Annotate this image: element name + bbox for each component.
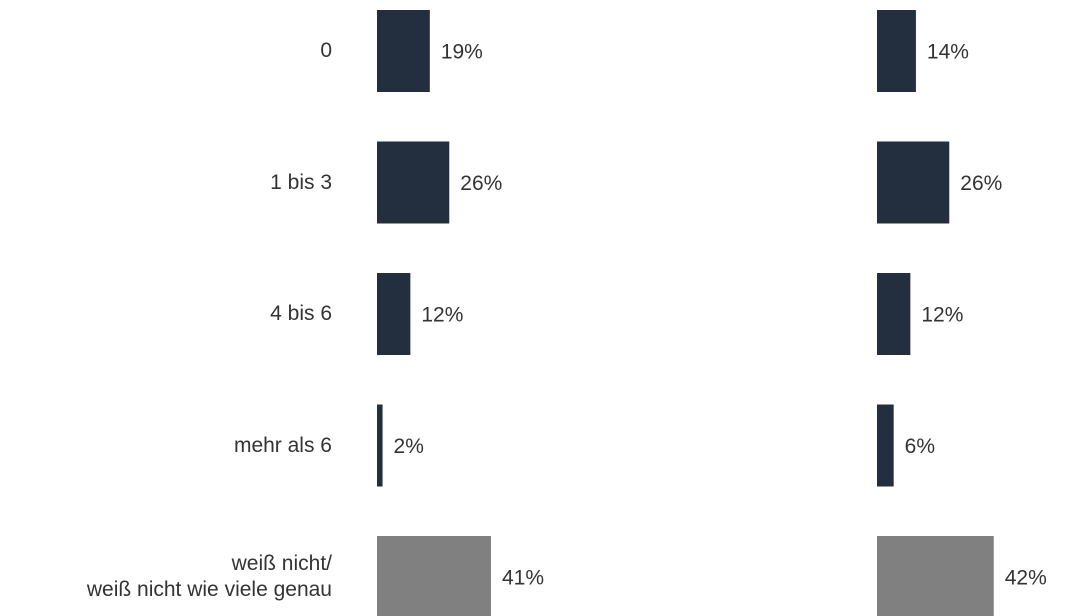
- bar: [377, 141, 450, 224]
- value-label: 6%: [905, 435, 935, 458]
- bar: [377, 273, 411, 355]
- category-label: weiß nicht/ weiß nicht wie viele genau: [86, 552, 332, 601]
- bar: [377, 536, 491, 616]
- category-label: mehr als 6: [233, 433, 332, 457]
- value-label: 41%: [502, 567, 544, 590]
- bar: [877, 536, 994, 616]
- bar: [377, 404, 383, 487]
- value-label: 26%: [960, 172, 1002, 195]
- bar: [877, 273, 911, 355]
- value-label: 12%: [421, 304, 463, 327]
- value-label: 26%: [460, 172, 502, 195]
- value-label: 19%: [441, 41, 483, 64]
- category-label: 4 bis 6: [270, 302, 332, 325]
- bar: [877, 141, 950, 224]
- bar: [877, 404, 894, 487]
- bar: [877, 10, 916, 92]
- category-label: 0: [320, 39, 332, 62]
- category-label: 1 bis 3: [270, 170, 332, 194]
- value-label: 2%: [394, 435, 424, 458]
- value-label: 14%: [927, 41, 969, 64]
- value-label: 42%: [1005, 567, 1047, 590]
- value-label: 12%: [921, 304, 963, 327]
- bar: [377, 10, 430, 92]
